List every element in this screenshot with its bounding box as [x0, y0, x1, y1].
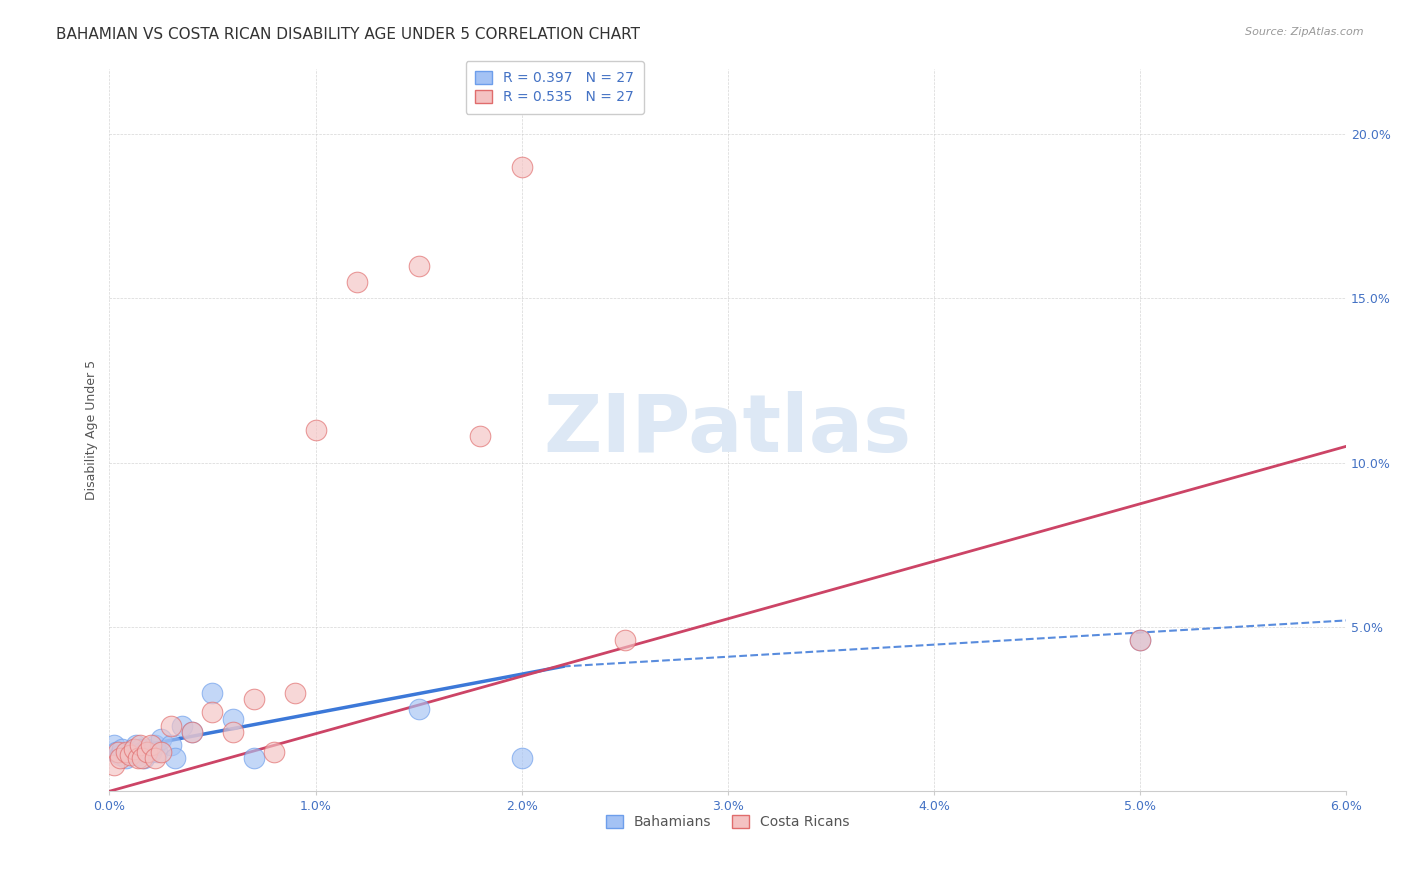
Point [125, 739, 148, 753]
Point [103, 758, 125, 772]
Point [222, 725, 245, 739]
Point [146, 745, 169, 759]
Text: Source: ZipAtlas.com: Source: ZipAtlas.com [1246, 27, 1364, 37]
Point [510, 160, 533, 174]
Point [122, 741, 145, 756]
Text: BAHAMIAN VS COSTA RICAN DISABILITY AGE UNDER 5 CORRELATION CHART: BAHAMIAN VS COSTA RICAN DISABILITY AGE U… [56, 27, 640, 42]
Point [134, 751, 156, 765]
Legend: Bahamians, Costa Ricans: Bahamians, Costa Ricans [600, 809, 855, 835]
Point [103, 739, 125, 753]
Point [242, 751, 264, 765]
Point [139, 739, 162, 753]
Point [108, 748, 131, 763]
Point [122, 741, 145, 756]
Point [170, 718, 193, 732]
Point [115, 751, 138, 765]
Point [149, 745, 172, 759]
Point [470, 429, 492, 443]
Point [115, 745, 138, 759]
Point [104, 745, 127, 759]
Point [143, 739, 166, 753]
Point [131, 751, 153, 765]
Point [118, 745, 141, 759]
Text: ZIPatlas: ZIPatlas [544, 391, 912, 469]
Point [201, 686, 224, 700]
Point [1129, 633, 1152, 648]
Point [242, 692, 264, 706]
Point [284, 686, 307, 700]
Point [263, 745, 285, 759]
Point [135, 745, 157, 759]
Point [143, 751, 166, 765]
Y-axis label: Disability Age Under 5: Disability Age Under 5 [86, 359, 98, 500]
Point [160, 739, 183, 753]
Point [180, 725, 202, 739]
Point [129, 739, 152, 753]
Point [127, 751, 149, 765]
Point [108, 751, 131, 765]
Point [1129, 633, 1152, 648]
Point [201, 706, 224, 720]
Point [510, 751, 533, 765]
Point [222, 712, 245, 726]
Point [107, 745, 129, 759]
Point [160, 718, 183, 732]
Point [131, 745, 153, 759]
Point [129, 741, 152, 756]
Point [304, 423, 326, 437]
Point [139, 745, 162, 759]
Point [165, 751, 187, 765]
Point [180, 725, 202, 739]
Point [613, 633, 636, 648]
Point [118, 748, 141, 763]
Point [135, 741, 157, 756]
Point [127, 748, 149, 763]
Point [408, 259, 430, 273]
Point [111, 741, 134, 756]
Point [408, 702, 430, 716]
Point [346, 275, 368, 289]
Point [149, 731, 172, 746]
